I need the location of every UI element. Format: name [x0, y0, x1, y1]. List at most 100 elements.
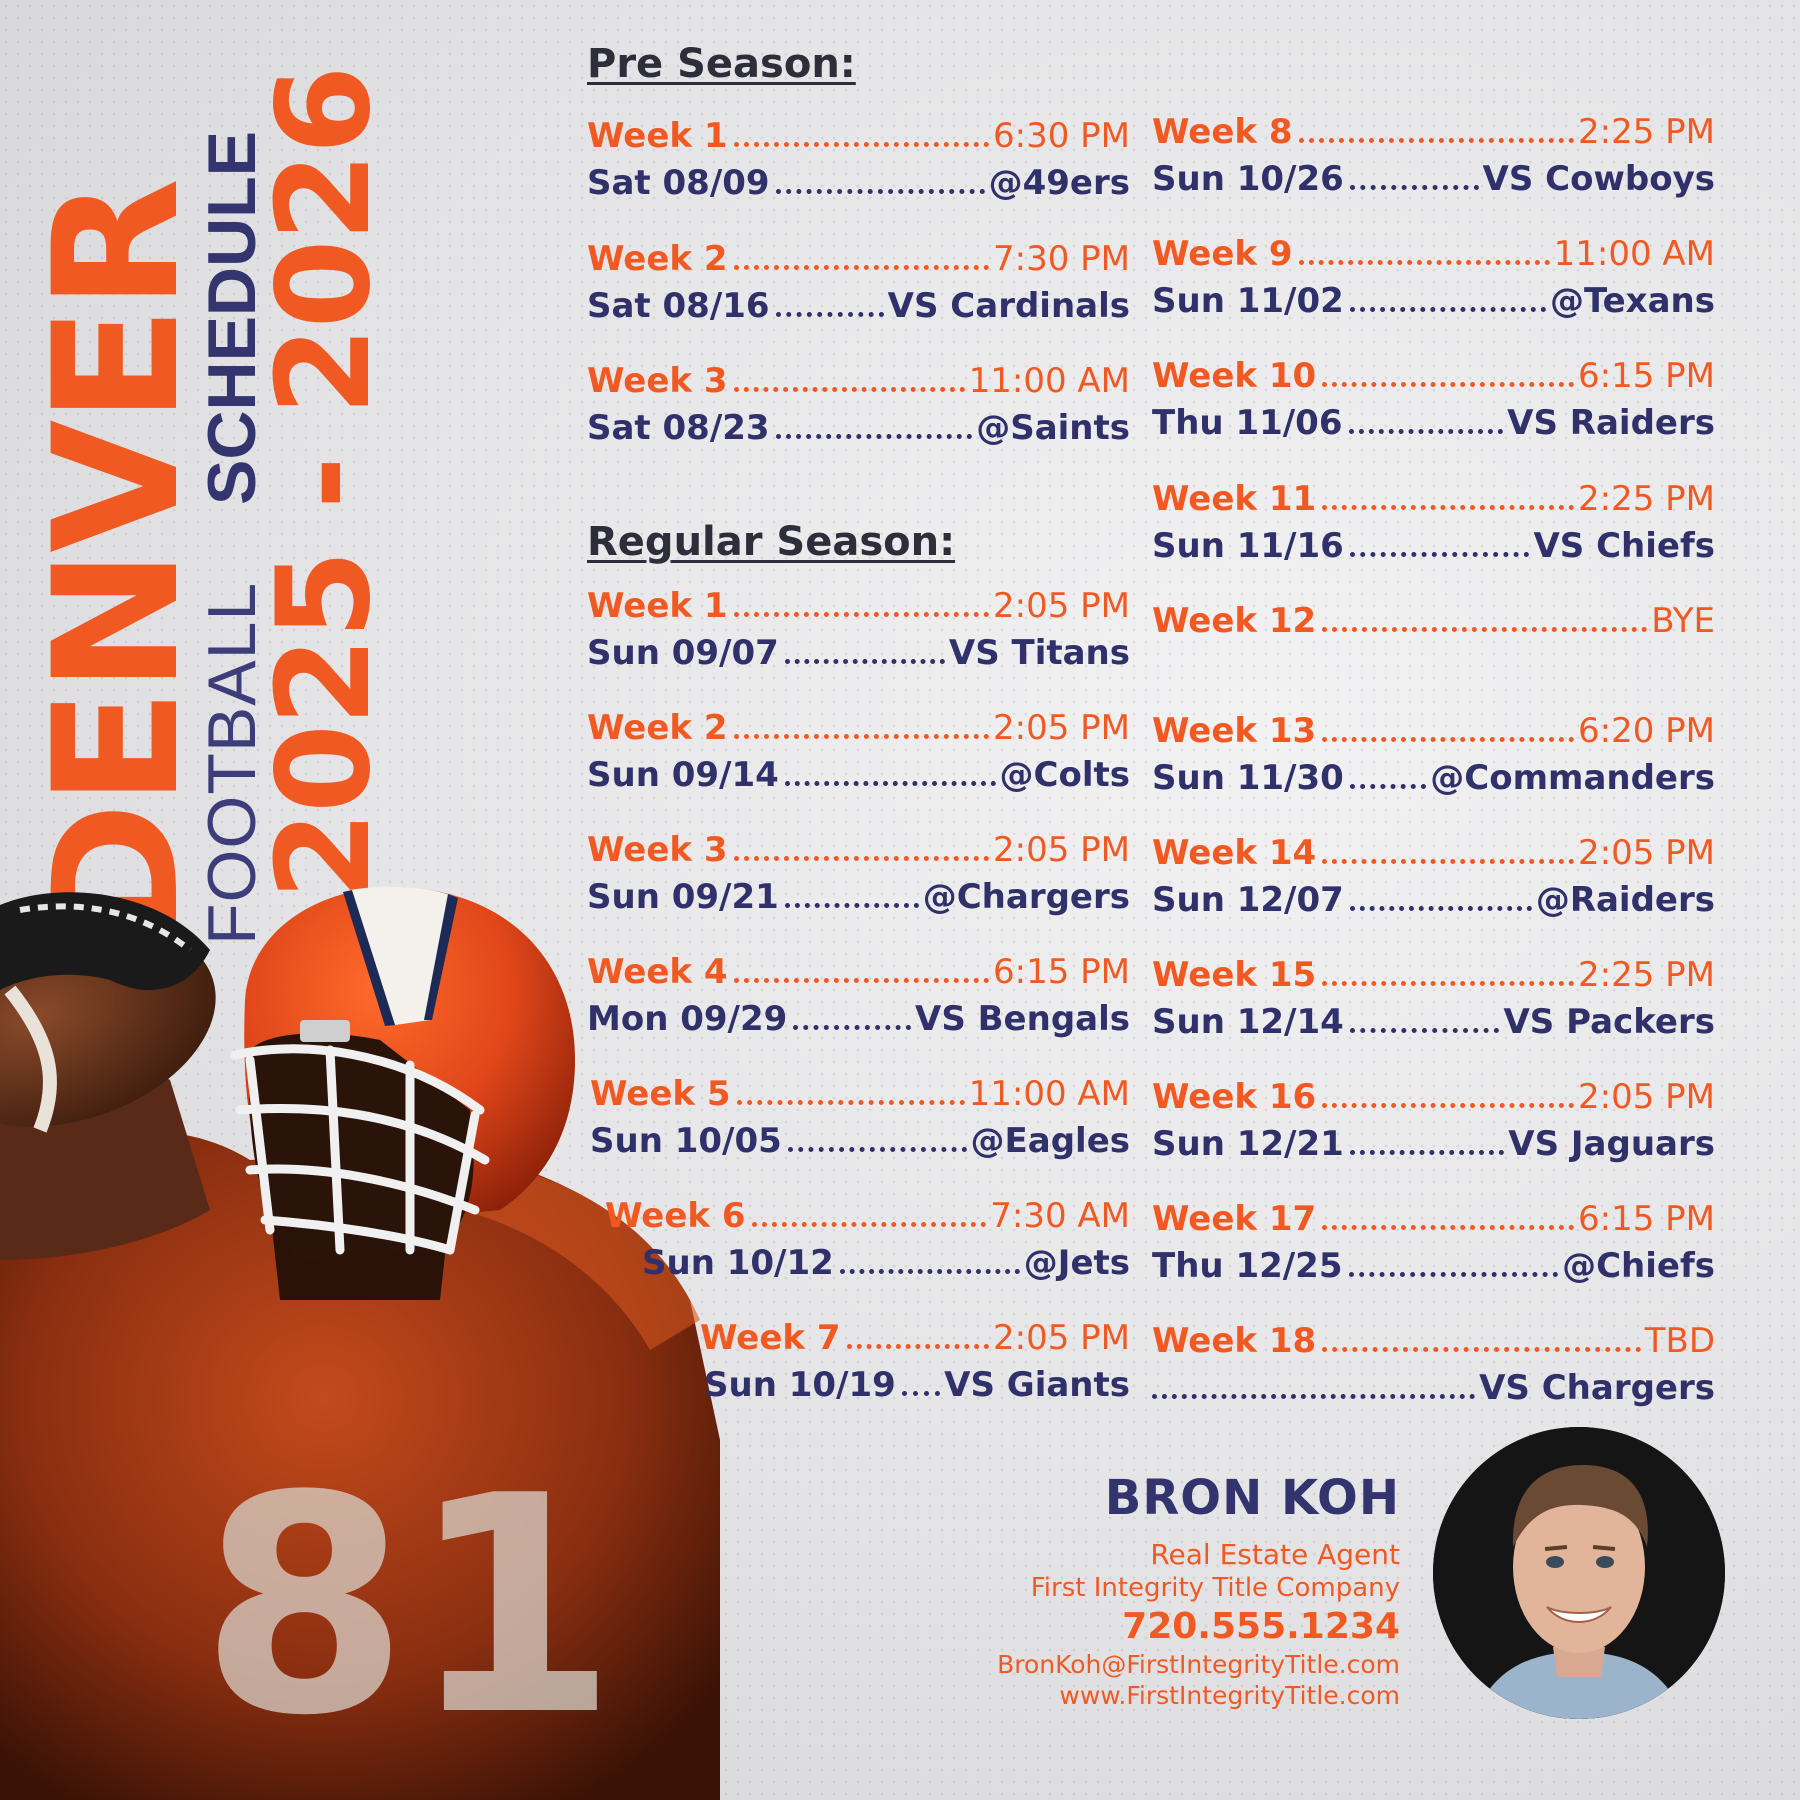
game-opponent: @Texans [1549, 281, 1715, 321]
game-week: Week 5 [590, 1074, 731, 1114]
game-date: Thu 12/25 [1152, 1246, 1343, 1286]
game-opponent: VS Jaguars [1508, 1124, 1715, 1164]
regular-week-15: Week 15 2:25 PM Sun 12/14 VS Packers [1152, 951, 1715, 1051]
game-date: Sun 12/07 [1152, 880, 1344, 920]
game-opponent: VS Packers [1503, 1002, 1715, 1042]
preseason-week-3: Week 3 11:00 AM Sat 08/23 @Saints [587, 357, 1130, 457]
agent-email[interactable]: BronKoh@FirstIntegrityTitle.com [997, 1650, 1400, 1679]
game-week: Week 3 [587, 830, 728, 870]
agent-company: First Integrity Title Company [1030, 1573, 1400, 1603]
game-week: Week 15 [1152, 955, 1317, 995]
game-time: 2:05 PM [1578, 1077, 1715, 1117]
game-date: Sun 09/07 [587, 633, 779, 673]
game-time: 6:15 PM [993, 952, 1130, 992]
game-week: Week 18 [1152, 1321, 1317, 1361]
game-opponent: @Saints [976, 408, 1130, 448]
game-opponent: VS Raiders [1507, 403, 1715, 443]
agent-name: BRON KOH [1104, 1470, 1400, 1526]
jersey-number: 81 [200, 1432, 617, 1781]
game-opponent: @Raiders [1535, 880, 1715, 920]
football-player-illustration: 81 [0, 886, 720, 1800]
game-week: Week 1 [587, 116, 728, 156]
agent-phone[interactable]: 720.555.1234 [1122, 1606, 1400, 1647]
game-opponent: VS Titans [948, 633, 1130, 673]
game-week: Week 11 [1152, 479, 1317, 519]
game-time: 2:05 PM [993, 708, 1130, 748]
game-date: Sun 10/05 [590, 1121, 782, 1161]
game-date: Mon 09/29 [587, 999, 788, 1039]
game-date: Sat 08/23 [587, 408, 770, 448]
regular-week-16: Week 16 2:05 PM Sun 12/21 VS Jaguars [1152, 1073, 1715, 1173]
game-opponent: VS Cardinals [887, 286, 1130, 326]
game-time: 2:25 PM [1578, 112, 1715, 152]
game-time: 6:20 PM [1578, 711, 1715, 751]
game-week: Week 14 [1152, 833, 1317, 873]
regular-week-7: Week 7 2:05 PM Sun 10/19 VS Giants [700, 1314, 1130, 1414]
game-date: Sat 08/16 [587, 286, 770, 326]
svg-text:81: 81 [200, 1432, 617, 1781]
game-date: Sun 11/16 [1152, 526, 1344, 566]
game-time: 2:25 PM [1578, 479, 1715, 519]
agent-website[interactable]: www.FirstIntegrityTitle.com [1059, 1681, 1400, 1710]
title-denver: DENVER [16, 181, 217, 945]
game-time: 6:15 PM [1578, 1199, 1715, 1239]
regular-week-18: Week 18 TBD VS Chargers [1152, 1317, 1715, 1417]
game-opponent: VS Bengals [915, 999, 1130, 1039]
game-opponent: @Eagles [970, 1121, 1130, 1161]
game-date: Sun 11/30 [1152, 758, 1344, 798]
regular-season-heading: Regular Season: [587, 519, 956, 565]
game-week: Week 3 [587, 361, 728, 401]
vertical-title: DENVER FOOTBALL SCHEDULE 2025 - 2026 [0, 0, 420, 960]
game-date: Sun 09/21 [587, 877, 779, 917]
regular-week-12-bye: Week 12 BYE [1152, 597, 1715, 647]
game-opponent: VS Cowboys [1482, 159, 1715, 199]
game-date: Sun 12/14 [1152, 1002, 1344, 1042]
game-date: Thu 11/06 [1152, 403, 1343, 443]
preseason-week-2: Week 2 7:30 PM Sat 08/16 VS Cardinals [587, 235, 1130, 335]
regular-week-3: Week 3 2:05 PM Sun 09/21 @Chargers [587, 826, 1130, 926]
game-time: 2:05 PM [993, 1318, 1130, 1358]
game-time: 2:05 PM [993, 830, 1130, 870]
game-time: 11:00 AM [968, 1074, 1130, 1114]
game-week: Week 8 [1152, 112, 1293, 152]
glove-icon [0, 892, 210, 990]
game-opponent: @49ers [988, 163, 1130, 203]
avatar-portrait-icon [1433, 1427, 1725, 1719]
game-opponent: VS Giants [944, 1365, 1130, 1405]
regular-week-4: Week 4 6:15 PM Mon 09/29 VS Bengals [587, 948, 1130, 1048]
game-week: Week 9 [1152, 234, 1293, 274]
game-week: Week 2 [587, 239, 728, 279]
game-week: Week 6 [605, 1196, 746, 1236]
game-opponent: @Chiefs [1562, 1246, 1715, 1286]
game-time: 2:25 PM [1578, 955, 1715, 995]
game-date: Sun 12/21 [1152, 1124, 1344, 1164]
game-time: 2:05 PM [1578, 833, 1715, 873]
game-opponent: VS Chiefs [1533, 526, 1715, 566]
game-time: 11:00 AM [968, 361, 1130, 401]
game-time: 2:05 PM [993, 586, 1130, 626]
game-opponent: @Chargers [922, 877, 1130, 917]
game-time: 6:15 PM [1578, 356, 1715, 396]
regular-week-6: Week 6 7:30 AM Sun 10/12 @Jets [605, 1192, 1130, 1292]
regular-week-10: Week 10 6:15 PM Thu 11/06 VS Raiders [1152, 352, 1715, 452]
regular-week-8: Week 8 2:25 PM Sun 10/26 VS Cowboys [1152, 108, 1715, 208]
regular-week-9: Week 9 11:00 AM Sun 11/02 @Texans [1152, 230, 1715, 330]
agent-title: Real Estate Agent [1150, 1538, 1400, 1571]
game-date: Sun 09/14 [587, 755, 779, 795]
regular-week-1: Week 1 2:05 PM Sun 09/07 VS Titans [587, 582, 1130, 682]
game-week: Week 12 [1152, 601, 1317, 641]
game-week: Week 4 [587, 952, 728, 992]
game-date: Sun 11/02 [1152, 281, 1344, 321]
jersey-shape [0, 1131, 720, 1800]
facemask-icon [230, 1044, 490, 1255]
game-time: 7:30 AM [990, 1196, 1130, 1236]
game-week: Week 2 [587, 708, 728, 748]
game-time: TBD [1644, 1321, 1715, 1361]
regular-week-13: Week 13 6:20 PM Sun 11/30 @Commanders [1152, 707, 1715, 807]
game-time: 11:00 AM [1553, 234, 1715, 274]
regular-week-5: Week 5 11:00 AM Sun 10/05 @Eagles [590, 1070, 1130, 1170]
game-week: Week 17 [1152, 1199, 1317, 1239]
preseason-week-1: Week 1 6:30 PM Sat 08/09 @49ers [587, 112, 1130, 212]
regular-week-17: Week 17 6:15 PM Thu 12/25 @Chiefs [1152, 1195, 1715, 1295]
game-opponent: @Jets [1023, 1243, 1130, 1283]
